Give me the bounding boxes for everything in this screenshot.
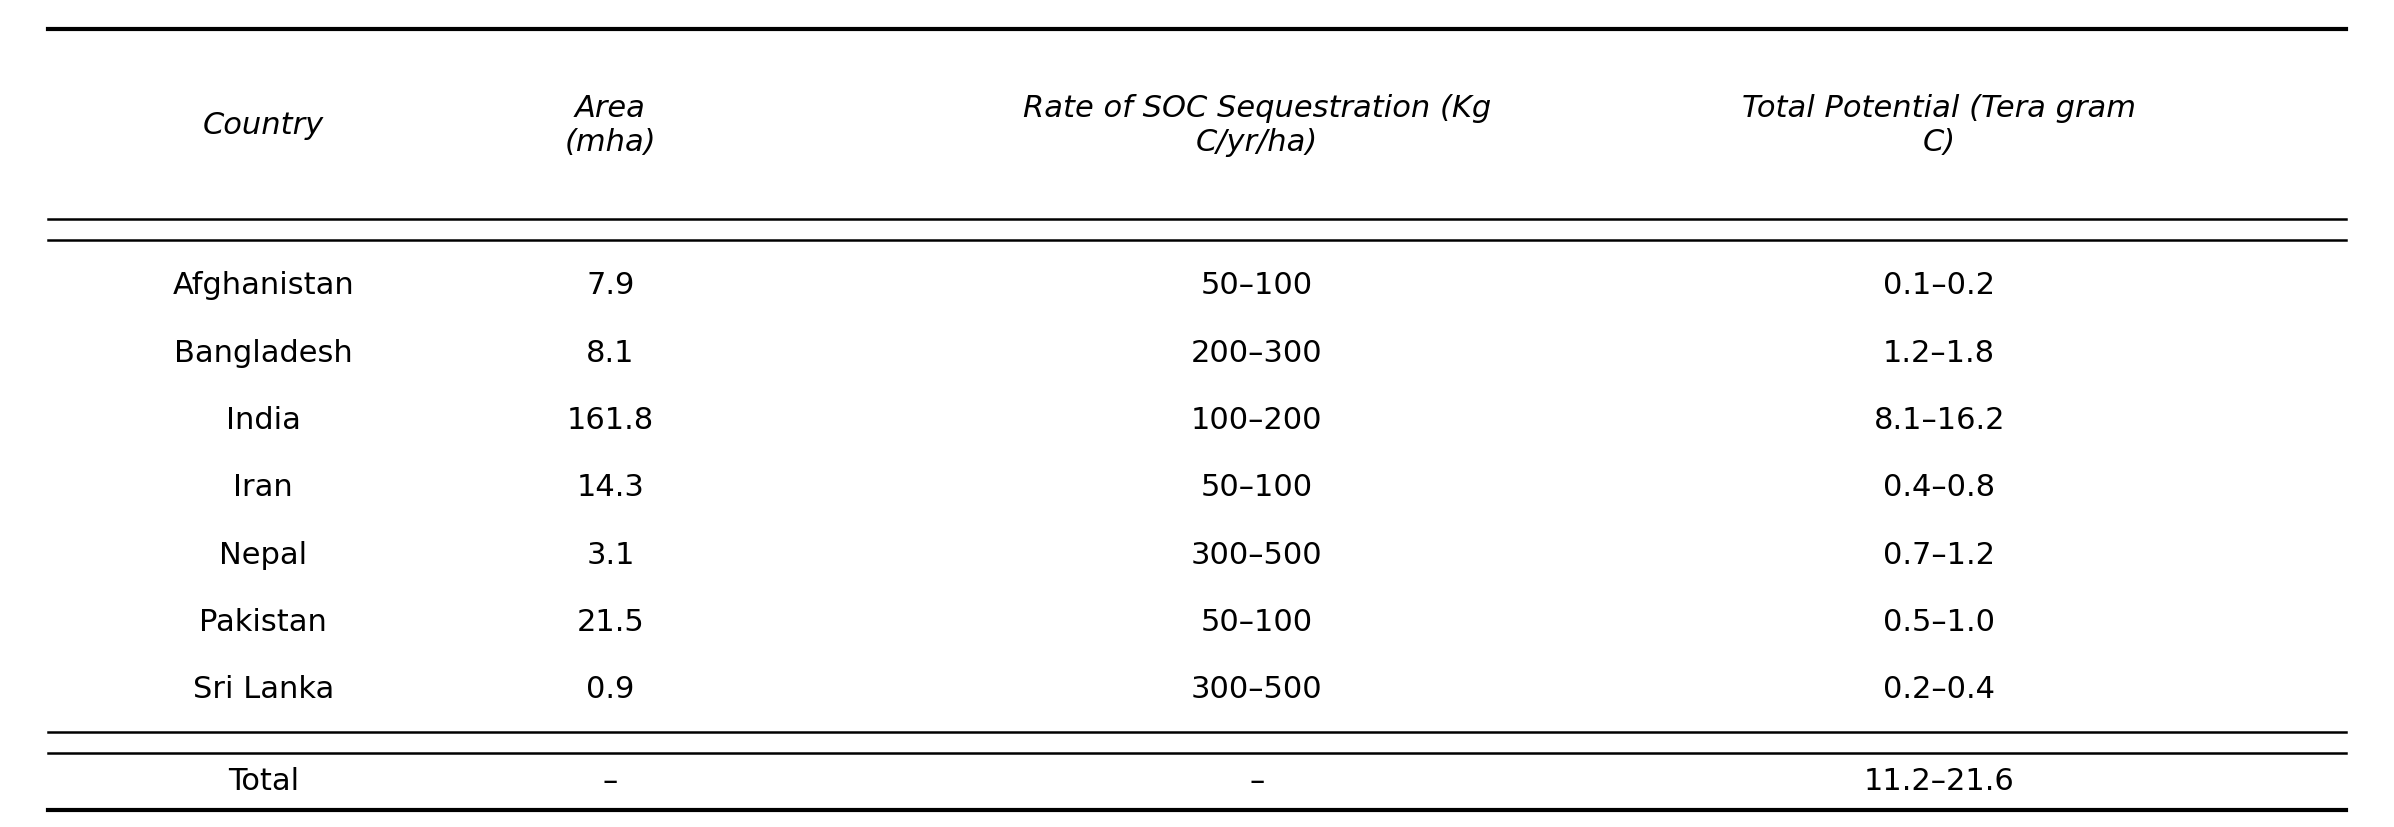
Text: 161.8: 161.8 (567, 406, 654, 435)
Text: India: India (225, 406, 302, 435)
Text: 0.5–1.0: 0.5–1.0 (1884, 608, 1994, 637)
Text: Rate of SOC Sequestration (Kg
C/yr/ha): Rate of SOC Sequestration (Kg C/yr/ha) (1022, 94, 1491, 157)
Text: 300–500: 300–500 (1192, 676, 1321, 705)
Text: 100–200: 100–200 (1192, 406, 1321, 435)
Text: –: – (603, 767, 618, 796)
Text: Sri Lanka: Sri Lanka (192, 676, 335, 705)
Text: Country: Country (203, 111, 323, 141)
Text: 0.9: 0.9 (587, 676, 634, 705)
Text: 300–500: 300–500 (1192, 541, 1321, 570)
Text: 0.1–0.2: 0.1–0.2 (1884, 271, 1994, 300)
Text: Afghanistan: Afghanistan (172, 271, 354, 300)
Text: 200–300: 200–300 (1192, 339, 1321, 368)
Text: 0.4–0.8: 0.4–0.8 (1884, 473, 1994, 503)
Text: Bangladesh: Bangladesh (175, 339, 352, 368)
Text: 0.7–1.2: 0.7–1.2 (1884, 541, 1994, 570)
Text: Total: Total (227, 767, 299, 796)
Text: Iran: Iran (235, 473, 292, 503)
Text: Total Potential (Tera gram
C): Total Potential (Tera gram C) (1743, 94, 2135, 157)
Text: Area
(mha): Area (mha) (565, 94, 656, 157)
Text: –: – (1250, 767, 1264, 796)
Text: 50–100: 50–100 (1202, 271, 1312, 300)
Text: 0.2–0.4: 0.2–0.4 (1884, 676, 1994, 705)
Text: 21.5: 21.5 (577, 608, 644, 637)
Text: 8.1: 8.1 (587, 339, 634, 368)
Text: Pakistan: Pakistan (199, 608, 328, 637)
Text: 8.1–16.2: 8.1–16.2 (1875, 406, 2004, 435)
Text: 7.9: 7.9 (587, 271, 634, 300)
Text: 14.3: 14.3 (577, 473, 644, 503)
Text: 3.1: 3.1 (587, 541, 634, 570)
Text: Nepal: Nepal (220, 541, 306, 570)
Text: 50–100: 50–100 (1202, 473, 1312, 503)
Text: 50–100: 50–100 (1202, 608, 1312, 637)
Text: 11.2–21.6: 11.2–21.6 (1865, 767, 2013, 796)
Text: 1.2–1.8: 1.2–1.8 (1884, 339, 1994, 368)
